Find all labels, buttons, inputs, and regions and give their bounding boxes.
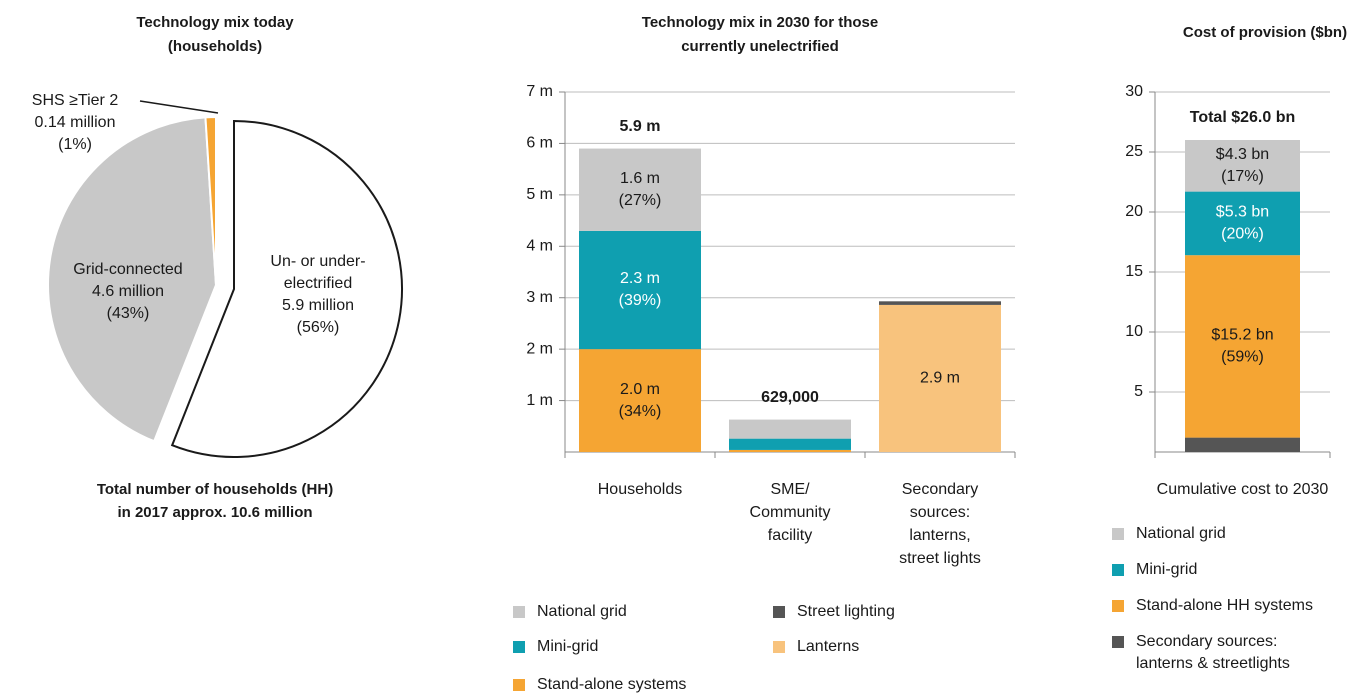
leader-line bbox=[139, 100, 219, 114]
pie-slice bbox=[47, 116, 218, 443]
segment-label: 1.6 m bbox=[620, 170, 660, 187]
bar-segment bbox=[1185, 140, 1300, 192]
x-tick-label: SME/ bbox=[770, 481, 810, 498]
legend-label: Mini-grid bbox=[1136, 561, 1197, 578]
x-tick-label: Cumulative cost to 2030 bbox=[1157, 481, 1329, 498]
legend-swatch bbox=[1112, 528, 1124, 540]
legend-swatch bbox=[773, 606, 785, 618]
legend-swatch bbox=[1112, 600, 1124, 612]
slice-label: Un- or under- bbox=[270, 253, 365, 270]
bar-segment bbox=[729, 449, 851, 452]
chart-note: in 2017 approx. 10.6 million bbox=[117, 504, 312, 521]
slice-amount: 4.6 million bbox=[92, 283, 164, 300]
legend-swatch bbox=[1112, 636, 1124, 648]
legend-label: Lanterns bbox=[797, 638, 859, 655]
legend-label: Mini-grid bbox=[537, 638, 598, 655]
bar-segment bbox=[1185, 191, 1300, 256]
bar-segment bbox=[579, 230, 701, 350]
bar-segment bbox=[879, 301, 1001, 305]
legend-label: Stand-alone systems bbox=[537, 676, 686, 693]
segment-label: (39%) bbox=[619, 292, 662, 309]
total-label: 5.9 m bbox=[620, 118, 661, 135]
segment-label: $15.2 bn bbox=[1211, 327, 1273, 344]
y-tick-label: 5 m bbox=[526, 186, 553, 203]
bar-segment bbox=[879, 304, 1001, 452]
chart-title: currently unelectrified bbox=[681, 38, 839, 55]
y-tick-label: 6 m bbox=[526, 135, 553, 152]
y-tick-label: 25 bbox=[1125, 143, 1143, 160]
slice-percent: (43%) bbox=[107, 305, 150, 322]
pie-slice bbox=[204, 115, 217, 286]
legend-label: Street lighting bbox=[797, 603, 895, 620]
segment-label: 2.3 m bbox=[620, 270, 660, 287]
y-tick-label: 3 m bbox=[526, 289, 553, 306]
slice-percent: (56%) bbox=[297, 319, 340, 336]
bar-segment bbox=[579, 349, 701, 452]
segment-label: (27%) bbox=[619, 192, 662, 209]
x-tick-label: Households bbox=[598, 481, 683, 498]
bar-segment bbox=[729, 419, 851, 439]
segment-label: $4.3 bn bbox=[1216, 146, 1269, 163]
x-tick-label: facility bbox=[768, 527, 812, 544]
x-tick-label: lanterns, bbox=[909, 527, 970, 544]
slice-label: electrified bbox=[284, 275, 352, 292]
segment-label: (17%) bbox=[1221, 168, 1264, 185]
chart-note: Total number of households (HH) bbox=[97, 481, 333, 498]
legend-swatch bbox=[773, 641, 785, 653]
y-tick-label: 4 m bbox=[526, 238, 553, 255]
segment-label: (59%) bbox=[1221, 349, 1264, 366]
y-tick-label: 2 m bbox=[526, 340, 553, 357]
bar-segment bbox=[579, 148, 701, 231]
segment-label: (20%) bbox=[1221, 226, 1264, 243]
y-tick-label: 20 bbox=[1125, 203, 1143, 220]
slice-percent: (1%) bbox=[58, 136, 92, 153]
slice-amount: 0.14 million bbox=[35, 114, 116, 131]
legend-label: Stand-alone HH systems bbox=[1136, 597, 1313, 614]
slice-label: Grid-connected bbox=[73, 261, 182, 278]
chart-title: Cost of provision ($bn) bbox=[1183, 24, 1347, 41]
legend-label: National grid bbox=[537, 603, 627, 620]
x-tick-label: Community bbox=[750, 504, 831, 521]
x-tick-label: Secondary bbox=[902, 481, 979, 498]
legend-swatch bbox=[513, 641, 525, 653]
segment-label: 2.0 m bbox=[620, 381, 660, 398]
segment-label: 2.9 m bbox=[920, 370, 960, 387]
pie-slice bbox=[170, 119, 403, 458]
legend-swatch bbox=[513, 606, 525, 618]
x-tick-label: street lights bbox=[899, 550, 981, 567]
slice-label: SHS ≥Tier 2 bbox=[32, 92, 119, 109]
slice-amount: 5.9 million bbox=[282, 297, 354, 314]
segment-label: $5.3 bn bbox=[1216, 204, 1269, 221]
legend-swatch bbox=[1112, 564, 1124, 576]
y-tick-label: 5 bbox=[1134, 383, 1143, 400]
legend-label: Secondary sources: bbox=[1136, 633, 1277, 650]
legend-label: lanterns & streetlights bbox=[1136, 655, 1290, 672]
chart-title: Technology mix today bbox=[136, 14, 294, 31]
segment-label: (34%) bbox=[619, 403, 662, 420]
bar-segment bbox=[729, 438, 851, 450]
chart-title: (households) bbox=[168, 38, 262, 55]
chart-title: Technology mix in 2030 for those bbox=[642, 14, 878, 31]
x-tick-label: sources: bbox=[910, 504, 970, 521]
legend-label: National grid bbox=[1136, 525, 1226, 542]
total-label: 629,000 bbox=[761, 389, 819, 406]
legend-swatch bbox=[513, 679, 525, 691]
bar-segment bbox=[1185, 437, 1300, 452]
y-tick-label: 10 bbox=[1125, 323, 1143, 340]
y-tick-label: 7 m bbox=[526, 83, 553, 100]
y-tick-label: 1 m bbox=[526, 392, 553, 409]
total-label: Total $26.0 bn bbox=[1190, 109, 1296, 126]
bar-segment bbox=[1185, 255, 1300, 438]
y-tick-label: 15 bbox=[1125, 263, 1143, 280]
y-tick-label: 30 bbox=[1125, 83, 1143, 100]
